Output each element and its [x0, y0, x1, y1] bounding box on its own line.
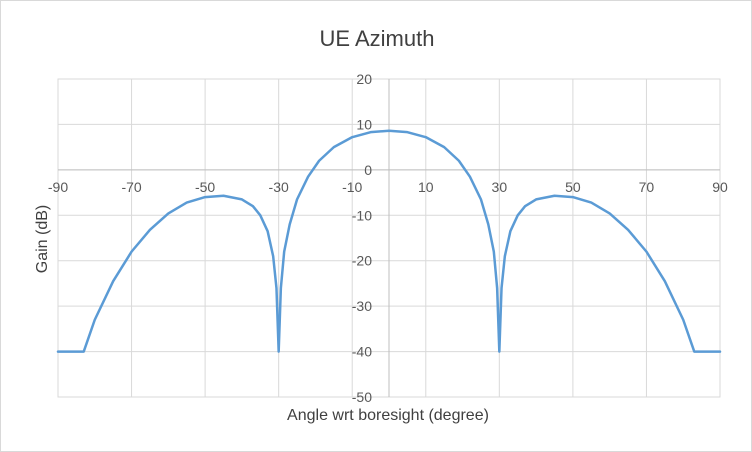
chart-title: UE Azimuth — [320, 26, 435, 51]
series-layer — [56, 129, 722, 353]
y-tick-label: 20 — [356, 71, 372, 87]
x-tick-label: -30 — [269, 179, 289, 195]
y-axis-title: Gain (dB) — [34, 205, 51, 273]
x-tick-label: 50 — [565, 179, 581, 195]
y-tick-label: 10 — [356, 116, 372, 132]
y-tick-label: -30 — [352, 298, 372, 314]
axes — [58, 79, 720, 397]
x-tick-label: 70 — [639, 179, 655, 195]
x-tick-label: 30 — [492, 179, 508, 195]
x-tick-label: -70 — [121, 179, 141, 195]
y-tick-label: 0 — [364, 162, 372, 178]
y-tick-label: -50 — [352, 389, 372, 405]
series-line — [56, 129, 722, 353]
y-tick-label: -20 — [352, 253, 372, 269]
y-tick-label: -10 — [352, 207, 372, 223]
x-tick-label: 10 — [418, 179, 434, 195]
tick-labels: -90 -70 -50 -30 -10 10 30 50 70 9020100-10-20-30-… — [48, 71, 728, 405]
y-tick-label: -40 — [352, 344, 372, 360]
x-axis-title: Angle wrt boresight (degree) — [287, 407, 489, 424]
x-tick-label: 90 — [712, 179, 728, 195]
x-tick-label: -50 — [195, 179, 215, 195]
x-tick-label: -10 — [342, 179, 362, 195]
x-tick-label: -90 — [48, 179, 68, 195]
